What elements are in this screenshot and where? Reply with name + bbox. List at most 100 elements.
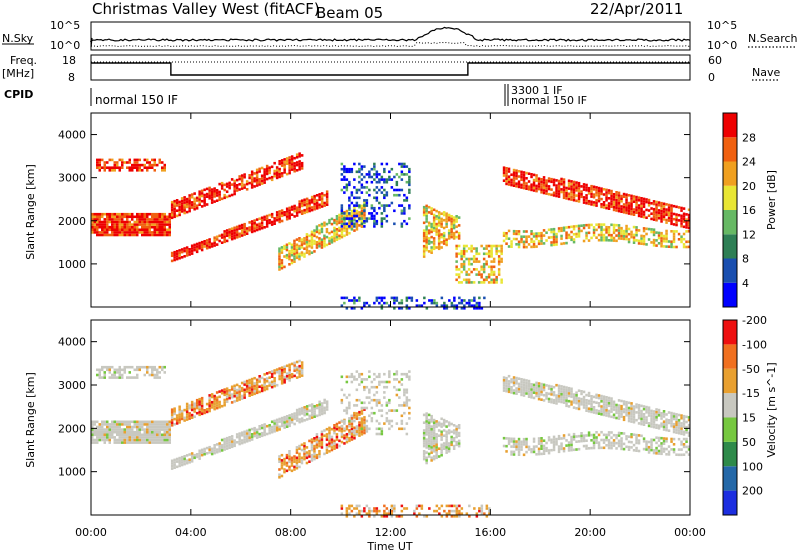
heatmap-cell: [298, 420, 301, 424]
heatmap-cell: [617, 231, 621, 235]
heatmap-cell: [278, 218, 281, 221]
heatmap-cell: [255, 176, 259, 179]
heatmap-cell: [123, 231, 126, 234]
heatmap-cell: [128, 169, 131, 172]
heatmap-cell: [218, 239, 221, 243]
heatmap-cell: [288, 366, 291, 369]
heatmap-cell: [213, 397, 216, 400]
heatmap-cell: [507, 167, 511, 171]
heatmap-cell: [255, 388, 259, 392]
heatmap-cell: [116, 161, 119, 164]
heatmap-cell: [243, 186, 246, 189]
heatmap-cell: [260, 226, 264, 230]
heatmap-cell: [185, 413, 189, 416]
colorbar-tick-label: 4: [742, 277, 749, 290]
heatmap-cell: [193, 200, 196, 203]
heatmap-cell: [375, 219, 379, 223]
heatmap-cell: [637, 242, 641, 245]
heatmap-cell: [432, 244, 436, 248]
heatmap-cell: [333, 237, 336, 240]
heatmap-cell: [637, 439, 641, 442]
heatmap-cell: [103, 233, 106, 237]
heatmap-cell: [522, 245, 526, 249]
heatmap-cell: [175, 204, 179, 207]
heatmap-cell: [572, 198, 576, 202]
heatmap-cell: [640, 237, 643, 240]
heatmap-cell: [555, 232, 558, 236]
heatmap-cell: [285, 246, 289, 249]
heatmap-cell: [535, 245, 538, 248]
heatmap-cell: [373, 515, 376, 518]
heatmap-cell: [353, 225, 356, 228]
heatmap-cell: [203, 196, 206, 199]
heatmap-cell: [592, 411, 596, 414]
heatmap-cell: [148, 161, 151, 164]
heatmap-cell: [405, 375, 409, 379]
heatmap-cell: [395, 388, 399, 392]
heatmap-cell: [258, 225, 261, 228]
heatmap-cell: [318, 242, 321, 245]
heatmap-cell: [185, 197, 189, 201]
heatmap-cell: [198, 241, 201, 245]
heatmap-cell: [520, 238, 523, 241]
heatmap-cell: [532, 184, 536, 187]
heatmap-cell: [655, 200, 658, 204]
heatmap-cell: [108, 441, 111, 444]
heatmap-cell: [632, 407, 636, 411]
heatmap-cell: [440, 217, 443, 221]
heatmap-cell: [365, 504, 369, 508]
heatmap-cell: [662, 218, 666, 221]
heatmap-cell: [108, 433, 111, 437]
heatmap-cell: [542, 178, 546, 182]
heatmap-cell: [108, 376, 111, 379]
heatmap-cell: [522, 453, 526, 457]
heatmap-cell: [645, 448, 648, 451]
heatmap-cell: [577, 402, 581, 405]
heatmap-cell: [133, 438, 136, 442]
heatmap-cell: [238, 398, 241, 401]
heatmap-cell: [101, 428, 104, 431]
heatmap-cell: [637, 449, 641, 453]
heatmap-cell: [437, 242, 441, 245]
heatmap-cell: [552, 178, 556, 182]
heatmap-cell: [427, 434, 431, 437]
heatmap-cell: [208, 240, 211, 244]
heatmap-cell: [630, 446, 633, 449]
heatmap-cell: [612, 444, 616, 447]
heatmap-cell: [98, 218, 101, 221]
heatmap-cell: [400, 301, 404, 305]
heatmap-cell: [432, 429, 436, 432]
heatmap-cell: [585, 399, 588, 402]
heatmap-cell: [685, 230, 688, 233]
heatmap-cell: [173, 417, 176, 421]
heatmap-cell: [200, 199, 204, 203]
heatmap-cell: [96, 225, 99, 229]
heatmap-cell: [136, 225, 139, 229]
heatmap-cell: [243, 380, 246, 384]
colorbar-tick-label: 20: [742, 180, 756, 193]
heatmap-cell: [118, 430, 121, 434]
heatmap-cell: [265, 217, 269, 220]
heatmap-cell: [235, 383, 239, 387]
heatmap-cell: [343, 301, 346, 305]
heatmap-cell: [642, 447, 646, 451]
heatmap-cell: [532, 186, 536, 190]
heatmap-cell: [640, 207, 643, 210]
heatmap-cell: [368, 515, 371, 518]
heatmap-cell: [383, 391, 386, 394]
heatmap-cell: [151, 371, 154, 374]
heatmap-cell: [295, 461, 299, 465]
heatmap-cell: [96, 223, 99, 226]
heatmap-cell: [400, 372, 404, 376]
heatmap-cell: [308, 439, 311, 443]
heatmap-cell: [300, 164, 304, 168]
heatmap-cell: [285, 415, 289, 418]
heatmap-cell: [485, 252, 488, 256]
heatmap-cell: [507, 170, 511, 173]
heatmap-cell: [363, 213, 366, 217]
heatmap-cell: [343, 229, 346, 232]
heatmap-cell: [170, 421, 174, 424]
heatmap-cell: [592, 408, 596, 412]
heatmap-cell: [432, 229, 436, 232]
